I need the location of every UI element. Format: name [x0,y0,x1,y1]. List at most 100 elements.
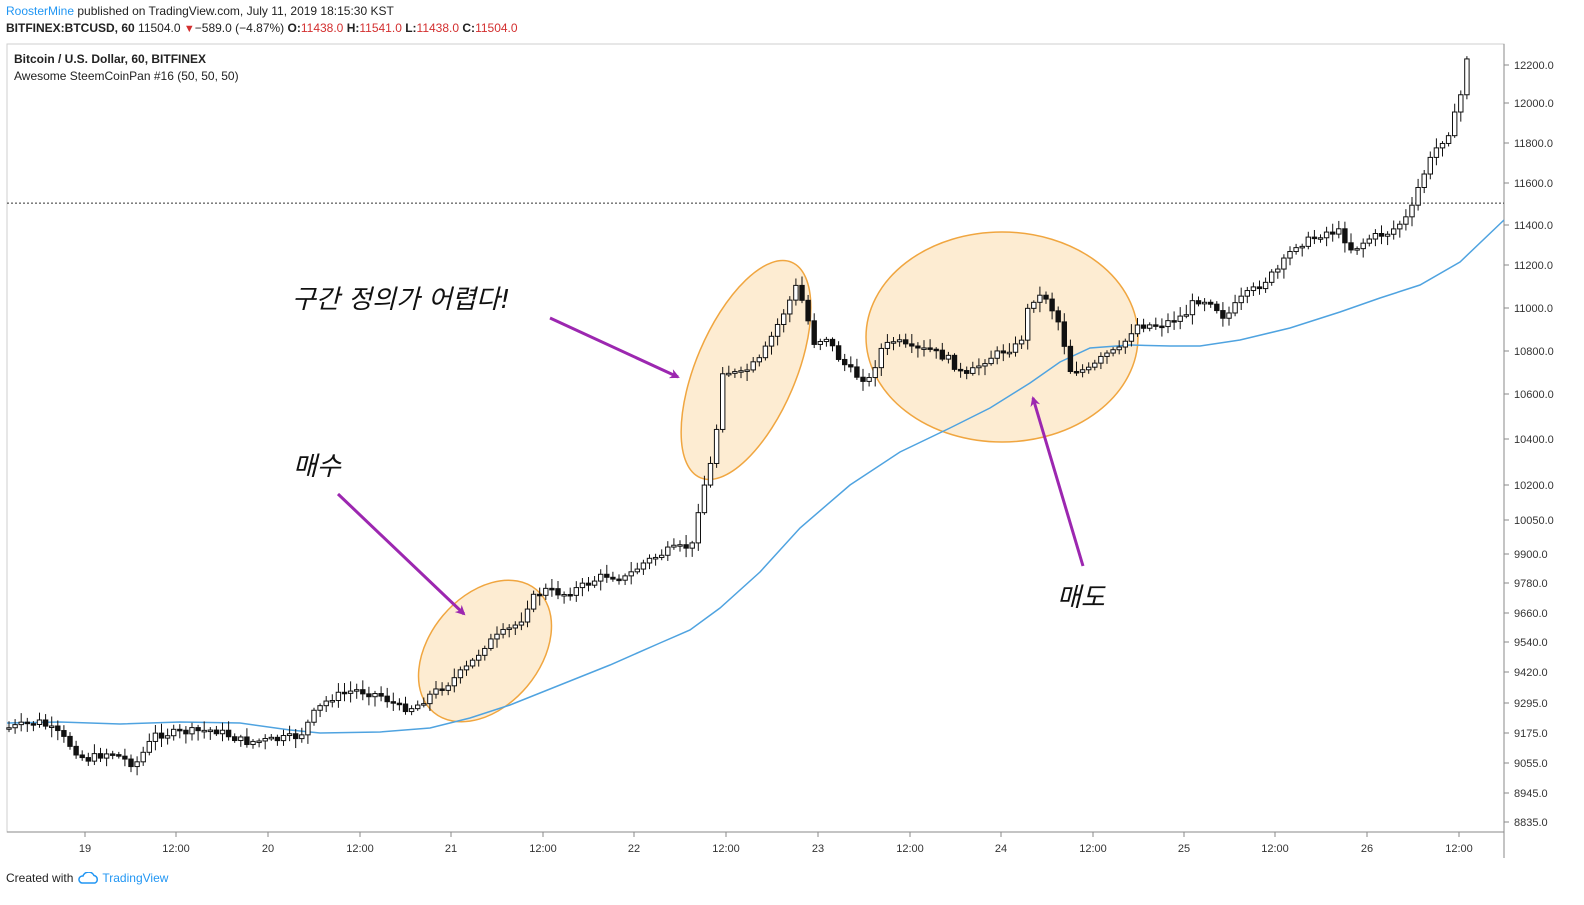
candle-body [774,323,781,337]
candle-body [97,753,104,759]
candle-body [299,734,305,740]
candle-body [189,727,195,735]
candle-body [652,556,659,560]
ambiguous-annotation: 구간 정의가 어렵다! [292,285,510,315]
candle-body [396,702,403,706]
candle-body [1458,94,1464,113]
tradingview-brand[interactable]: TradingView [77,871,168,885]
buy-arrow [336,492,466,616]
candle-body [762,345,769,359]
price-axis[interactable]: 12200.0 12000.0 11800.0 11600.0 11400.0 11200… [1504,60,1554,829]
candle-body [1226,312,1232,319]
candle-body [1305,236,1311,247]
ambiguous-arrow [549,316,680,379]
down-arrow-icon: ▼ [183,23,195,35]
candle-body [1128,333,1135,342]
candle-body [256,740,262,743]
candle-body [378,693,384,697]
candle-body [323,700,329,707]
candle-body [1439,142,1446,149]
candle-body [835,345,842,360]
low-label: L: [405,21,417,35]
candle-body [768,335,775,347]
price-tick-label: 12200.0 [1514,60,1554,72]
candle-body [1067,345,1074,372]
created-with-text: Created with [6,871,74,885]
candle-body [1104,352,1110,357]
candle-body [354,689,360,692]
candle-body [1378,233,1385,237]
candle-body [518,621,525,626]
price-tick-label: 10050.0 [1514,515,1554,527]
candle-body [506,627,512,630]
candle-body [1317,237,1324,240]
candle-body [1092,362,1098,368]
price-tick-label: 11400.0 [1514,220,1553,232]
sell-zone-ellipse [865,231,1139,443]
candle-body [1134,324,1141,335]
time-tick-label: 21 [445,843,457,855]
candle-body [1189,300,1196,316]
candle-body [707,462,714,486]
candle-body [1018,339,1025,345]
candle-body [274,736,281,742]
candle-body [445,685,451,691]
candle-body [457,669,464,679]
candle-body [42,719,49,727]
candle-body [24,721,31,725]
candle-body [415,704,421,710]
close-value: 11504.0 [475,21,518,35]
candle-body [158,732,165,739]
candle-body [921,347,927,350]
candle-body [659,554,665,558]
candle-body [122,755,128,760]
candle-body [36,719,43,725]
candle-body [994,350,1000,359]
high-value: 11541.0 [359,21,402,35]
candle-body [317,705,323,711]
candle-body [701,484,708,514]
candle-body [1055,310,1061,323]
candle-body [1366,238,1372,244]
sell-annotation: 매도 [1057,583,1106,613]
candlesticks [6,56,1470,776]
price-tick-label: 11000.0 [1514,303,1553,315]
candle-body [384,695,390,703]
candle-body [390,701,397,704]
candle-body [201,729,207,733]
candle-body [1025,307,1031,341]
candle-body [1171,320,1177,323]
candle-body [738,370,744,373]
candle-body [213,729,220,735]
high-label: H: [346,21,360,35]
indicator-legend[interactable]: Awesome SteemCoinPan #16 (50, 50, 50) [14,69,239,83]
candle-body [219,729,226,735]
candle-body [689,542,695,549]
chart-title: Bitcoin / U.S. Dollar, 60, BITFINEX [14,52,207,66]
candle-body [463,665,470,671]
candle-body [1012,343,1019,353]
author-link[interactable]: RoosterMine [6,4,75,18]
candle-body [360,689,366,695]
candle-body [421,703,427,706]
candle-body [1110,349,1116,354]
candle-body [1403,216,1409,225]
candle-body [781,313,787,325]
candle-body [671,544,677,548]
candle-body [91,753,98,762]
candle-body [262,737,268,742]
candle-body [970,367,976,374]
time-tick-label: 22 [628,843,640,855]
candle-body [842,358,848,366]
candle-body [964,370,970,374]
candle-body [238,736,244,742]
candle-body [494,633,500,640]
time-tick-label: 12:00 [712,843,740,855]
candle-body [402,703,409,713]
candle-body [927,347,933,350]
close-label: C: [462,21,476,35]
time-axis[interactable]: 19 12:00 20 12:00 21 12:00 22 12:00 23 12:00 24 12:… [79,832,1473,855]
candle-body [713,428,720,464]
candle-body [433,688,439,695]
